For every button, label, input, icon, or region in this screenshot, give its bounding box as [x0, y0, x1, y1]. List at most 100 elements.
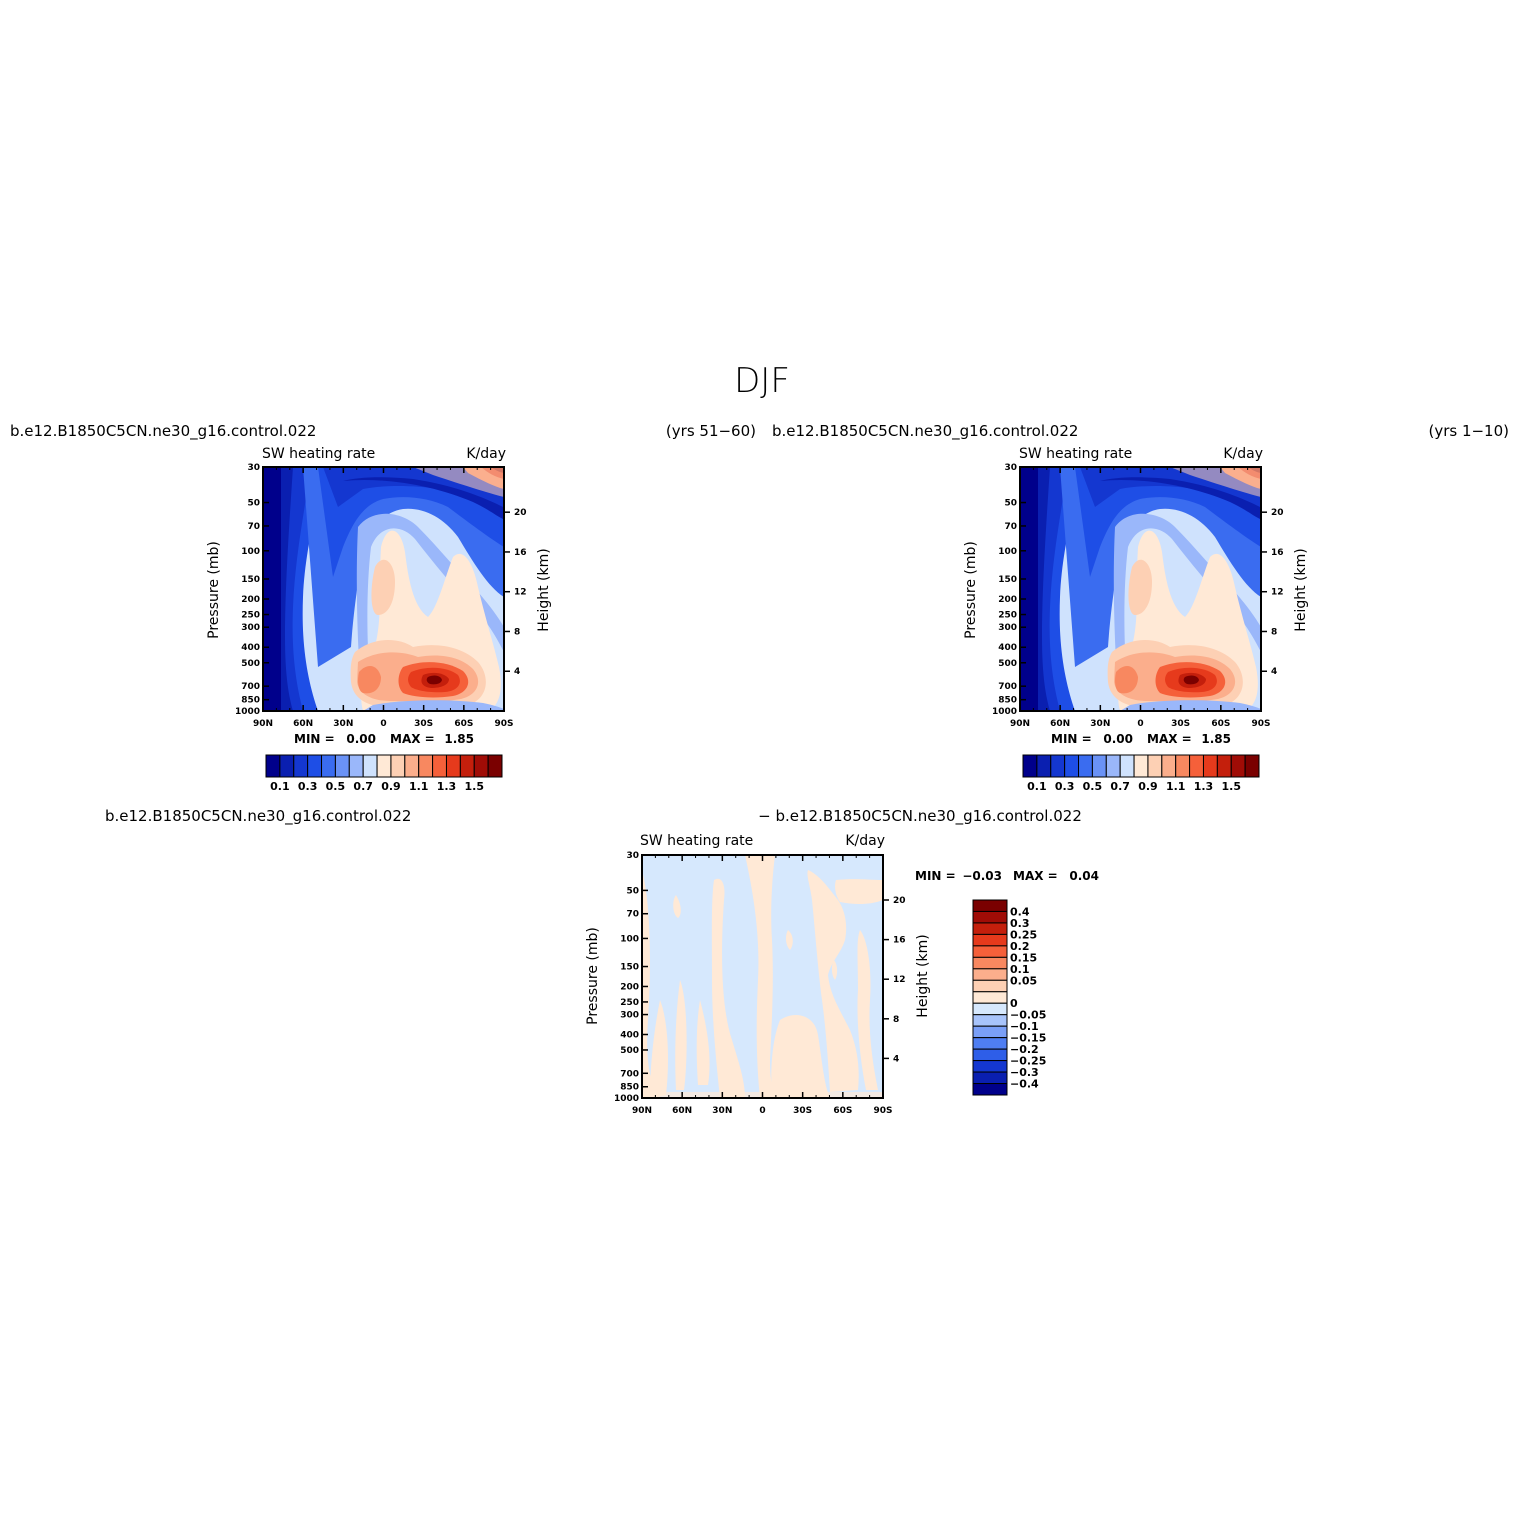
colorbar-label: 0.25: [1010, 928, 1037, 941]
y-tick-label: 200: [998, 595, 1017, 605]
colorbar-label: 0.2: [1010, 940, 1030, 953]
y-tick-label: 1000: [614, 1094, 639, 1104]
colorbar-label: 0.5: [1083, 780, 1103, 793]
colorbar-label: 1.3: [437, 780, 457, 793]
x-tick-label: 0: [380, 719, 386, 729]
colorbar-swatch: [1216, 754, 1232, 778]
colorbar-label: 0.7: [353, 780, 373, 793]
colorbar-label: 0.15: [1010, 951, 1037, 964]
colorbar-swatch: [1244, 754, 1260, 778]
x-tick-label: 60S: [454, 719, 473, 729]
x-tick-label: 90N: [1010, 719, 1030, 729]
y-right-tick-label: 4: [1271, 667, 1277, 677]
panel-a-title-right: K/day: [466, 446, 506, 462]
y-right-tick-label: 4: [893, 1054, 899, 1064]
colorbar-swatch: [334, 754, 350, 778]
y-right-tick-label: 8: [1271, 627, 1277, 637]
panel-b-title-right: K/day: [1223, 446, 1263, 462]
colorbar-label: 0: [1010, 997, 1018, 1010]
colorbar-label: 1.1: [1166, 780, 1186, 793]
y-tick-label: 30: [247, 463, 260, 473]
x-tick-label: 0: [1137, 719, 1143, 729]
y-tick-label: 50: [1004, 499, 1017, 509]
colorbar-label: 0.5: [326, 780, 346, 793]
panel-a-header-right: (yrs 51−60): [666, 422, 756, 440]
colorbar-swatch: [279, 754, 295, 778]
x-tick-label: 60N: [293, 719, 313, 729]
panel-c-title-left: SW heating rate: [640, 833, 753, 849]
panel-b-min-label: MIN =: [1051, 732, 1092, 746]
y-right-tick-label: 20: [1271, 508, 1284, 518]
x-tick-label: 60S: [1211, 719, 1230, 729]
panel-b-axes: 90N 60N 30N 0 30S 60S 90S 30 50 70 100 150 200 250 300…: [992, 463, 1284, 729]
colorbar-swatch: [1230, 754, 1246, 778]
panel-control-yrs-1-10: b.e12.B1850C5CN.ne30_g16.control.022 (yr…: [772, 422, 1509, 793]
x-tick-label: 30N: [712, 1106, 732, 1116]
y-tick-label: 50: [626, 886, 639, 896]
panel-c-min-label: MIN =: [915, 869, 956, 883]
colorbar-swatch: [1064, 754, 1080, 778]
panel-a-axes: 90N 60N 30N 0 30S 60S 90S 30 50 70 100 150 200 250 300…: [235, 463, 527, 729]
panel-b-ylabel-right: Height (km): [1293, 548, 1309, 631]
panel-b-min-value: 0.00: [1103, 732, 1133, 746]
y-right-tick-label: 16: [893, 936, 906, 946]
colorbar-swatch: [1036, 754, 1052, 778]
panel-b-colorbar: 0.1 0.3 0.5 0.7 0.9 1.1 1.3 1.5: [1022, 754, 1260, 793]
y-tick-label: 250: [998, 611, 1017, 621]
colorbar-swatch: [972, 922, 1008, 935]
x-tick-label: 90S: [873, 1106, 892, 1116]
x-tick-label: 30S: [793, 1106, 812, 1116]
y-tick-label: 150: [998, 575, 1017, 585]
colorbar-swatch: [1202, 754, 1218, 778]
y-tick-label: 400: [620, 1031, 639, 1041]
panel-a-max-label: MAX =: [390, 732, 435, 746]
panel-b-max-value: 1.85: [1201, 732, 1231, 746]
y-right-tick-label: 4: [514, 667, 520, 677]
colorbar-swatch: [972, 1048, 1008, 1062]
colorbar-label: −0.3: [1010, 1066, 1039, 1079]
colorbar-swatch: [972, 956, 1008, 970]
panel-a-min-value: 0.00: [346, 732, 376, 746]
y-tick-label: 30: [1004, 463, 1017, 473]
colorbar-swatch: [404, 754, 420, 778]
colorbar-swatch: [972, 1002, 1008, 1016]
y-tick-label: 300: [620, 1011, 639, 1021]
colorbar-label: 0.1: [1027, 780, 1047, 793]
y-tick-label: 700: [241, 682, 260, 692]
colorbar-swatch: [972, 910, 1008, 924]
x-tick-label: 90S: [1251, 719, 1270, 729]
y-tick-label: 150: [241, 575, 260, 585]
x-tick-label: 0: [759, 1106, 765, 1116]
panel-c-max-value: 0.04: [1069, 869, 1099, 883]
colorbar-label: 1.5: [1221, 780, 1241, 793]
colorbar-swatch: [972, 933, 1008, 947]
panel-c-ylabel-right: Height (km): [915, 934, 931, 1017]
colorbar-swatch: [972, 968, 1008, 981]
colorbar-swatch: [362, 754, 378, 778]
panel-a-header-left: b.e12.B1850C5CN.ne30_g16.control.022: [10, 422, 316, 441]
x-tick-label: 30N: [1090, 719, 1110, 729]
colorbar-swatch: [1189, 754, 1204, 778]
colorbar-swatch: [487, 754, 503, 778]
colorbar-label: 0.7: [1110, 780, 1130, 793]
colorbar-swatch: [1147, 754, 1163, 778]
colorbar-label: 1.3: [1194, 780, 1214, 793]
x-tick-label: 30S: [1171, 719, 1190, 729]
colorbar-swatch: [376, 754, 392, 778]
panel-b-title-left: SW heating rate: [1019, 446, 1132, 462]
y-tick-label: 850: [620, 1083, 639, 1093]
panel-c-ylabel: Pressure (mb): [585, 927, 601, 1025]
y-tick-label: 70: [1004, 522, 1017, 532]
panel-b-contour-field: [1020, 467, 1261, 711]
colorbar-swatch: [972, 991, 1008, 1004]
colorbar-swatch: [459, 754, 475, 778]
y-tick-label: 1000: [235, 707, 260, 717]
colorbar-swatch: [972, 1060, 1008, 1073]
y-tick-label: 200: [620, 982, 639, 992]
y-right-tick-label: 20: [893, 896, 906, 906]
panel-c-header-left: b.e12.B1850C5CN.ne30_g16.control.022: [105, 807, 411, 826]
colorbar-swatch: [972, 1014, 1008, 1027]
y-tick-label: 100: [998, 547, 1017, 557]
colorbar-label: 0.05: [1010, 974, 1037, 987]
y-tick-label: 30: [626, 851, 639, 861]
